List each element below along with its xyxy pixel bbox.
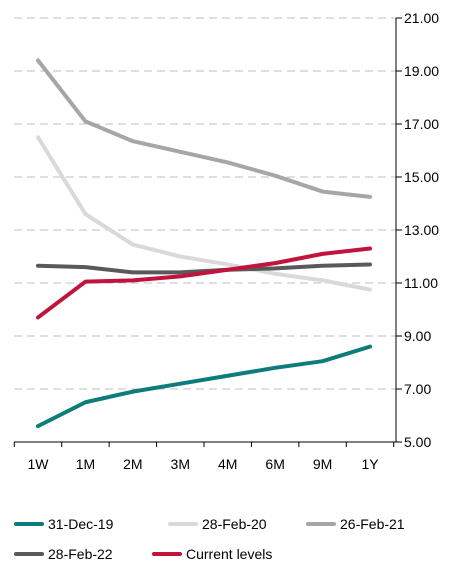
- series-line-26-feb-21: [36, 58, 372, 199]
- axes: [13, 17, 402, 447]
- y-tick-label: 15.00: [404, 169, 439, 185]
- x-tick-label: 1M: [76, 456, 95, 472]
- y-tick-label: 9.00: [404, 328, 431, 344]
- y-tick-label: 17.00: [404, 116, 439, 132]
- y-tick-label: 5.00: [404, 434, 431, 450]
- tick-labels: 5.00 7.00 9.00 11.00 13.00 15.00 17.00 19.00 21.…: [28, 10, 440, 472]
- legend-swatch: [152, 552, 182, 556]
- legend-label: 31-Dec-19: [48, 516, 114, 532]
- legend-label: Current levels: [186, 546, 273, 562]
- series-line-28-feb-20: [36, 135, 372, 292]
- series-line-current-levels: [36, 246, 372, 320]
- legend-item-31-dec-19: 31-Dec-19: [14, 516, 113, 532]
- x-tick-label: 2M: [123, 456, 142, 472]
- legend-swatch: [306, 522, 336, 526]
- gridlines: [14, 17, 396, 390]
- y-tick-label: 19.00: [404, 63, 439, 79]
- line-chart: 5.00 7.00 9.00 11.00 13.00 15.00 17.00 19.00 21.…: [13, 10, 440, 472]
- legend-label: 26-Feb-21: [340, 516, 405, 532]
- y-tick-label: 11.00: [404, 275, 438, 291]
- y-tick-label: 7.00: [404, 381, 431, 397]
- x-tick-label: 9M: [313, 456, 332, 472]
- y-tick-label: 21.00: [404, 10, 439, 26]
- x-tick-label: 1Y: [361, 456, 379, 472]
- legend-swatch: [168, 522, 198, 526]
- y-tick-label: 13.00: [404, 222, 439, 238]
- x-tick-label: 1W: [28, 456, 50, 472]
- legend-item-current-levels: Current levels: [152, 546, 272, 562]
- series-lines: [36, 58, 372, 429]
- series-line-31-dec-19: [36, 344, 372, 429]
- legend-item-26-feb-21: 26-Feb-21: [306, 516, 405, 532]
- legend-label: 28-Feb-20: [202, 516, 267, 532]
- legend-swatch: [14, 552, 44, 556]
- x-tick-label: 4M: [218, 456, 237, 472]
- legend-item-28-feb-20: 28-Feb-20: [168, 516, 267, 532]
- x-tick-label: 3M: [171, 456, 190, 472]
- x-tick-label: 6M: [265, 456, 284, 472]
- legend-item-28-feb-22: 28-Feb-22: [14, 546, 113, 562]
- legend-swatch: [14, 522, 44, 526]
- legend-label: 28-Feb-22: [48, 546, 113, 562]
